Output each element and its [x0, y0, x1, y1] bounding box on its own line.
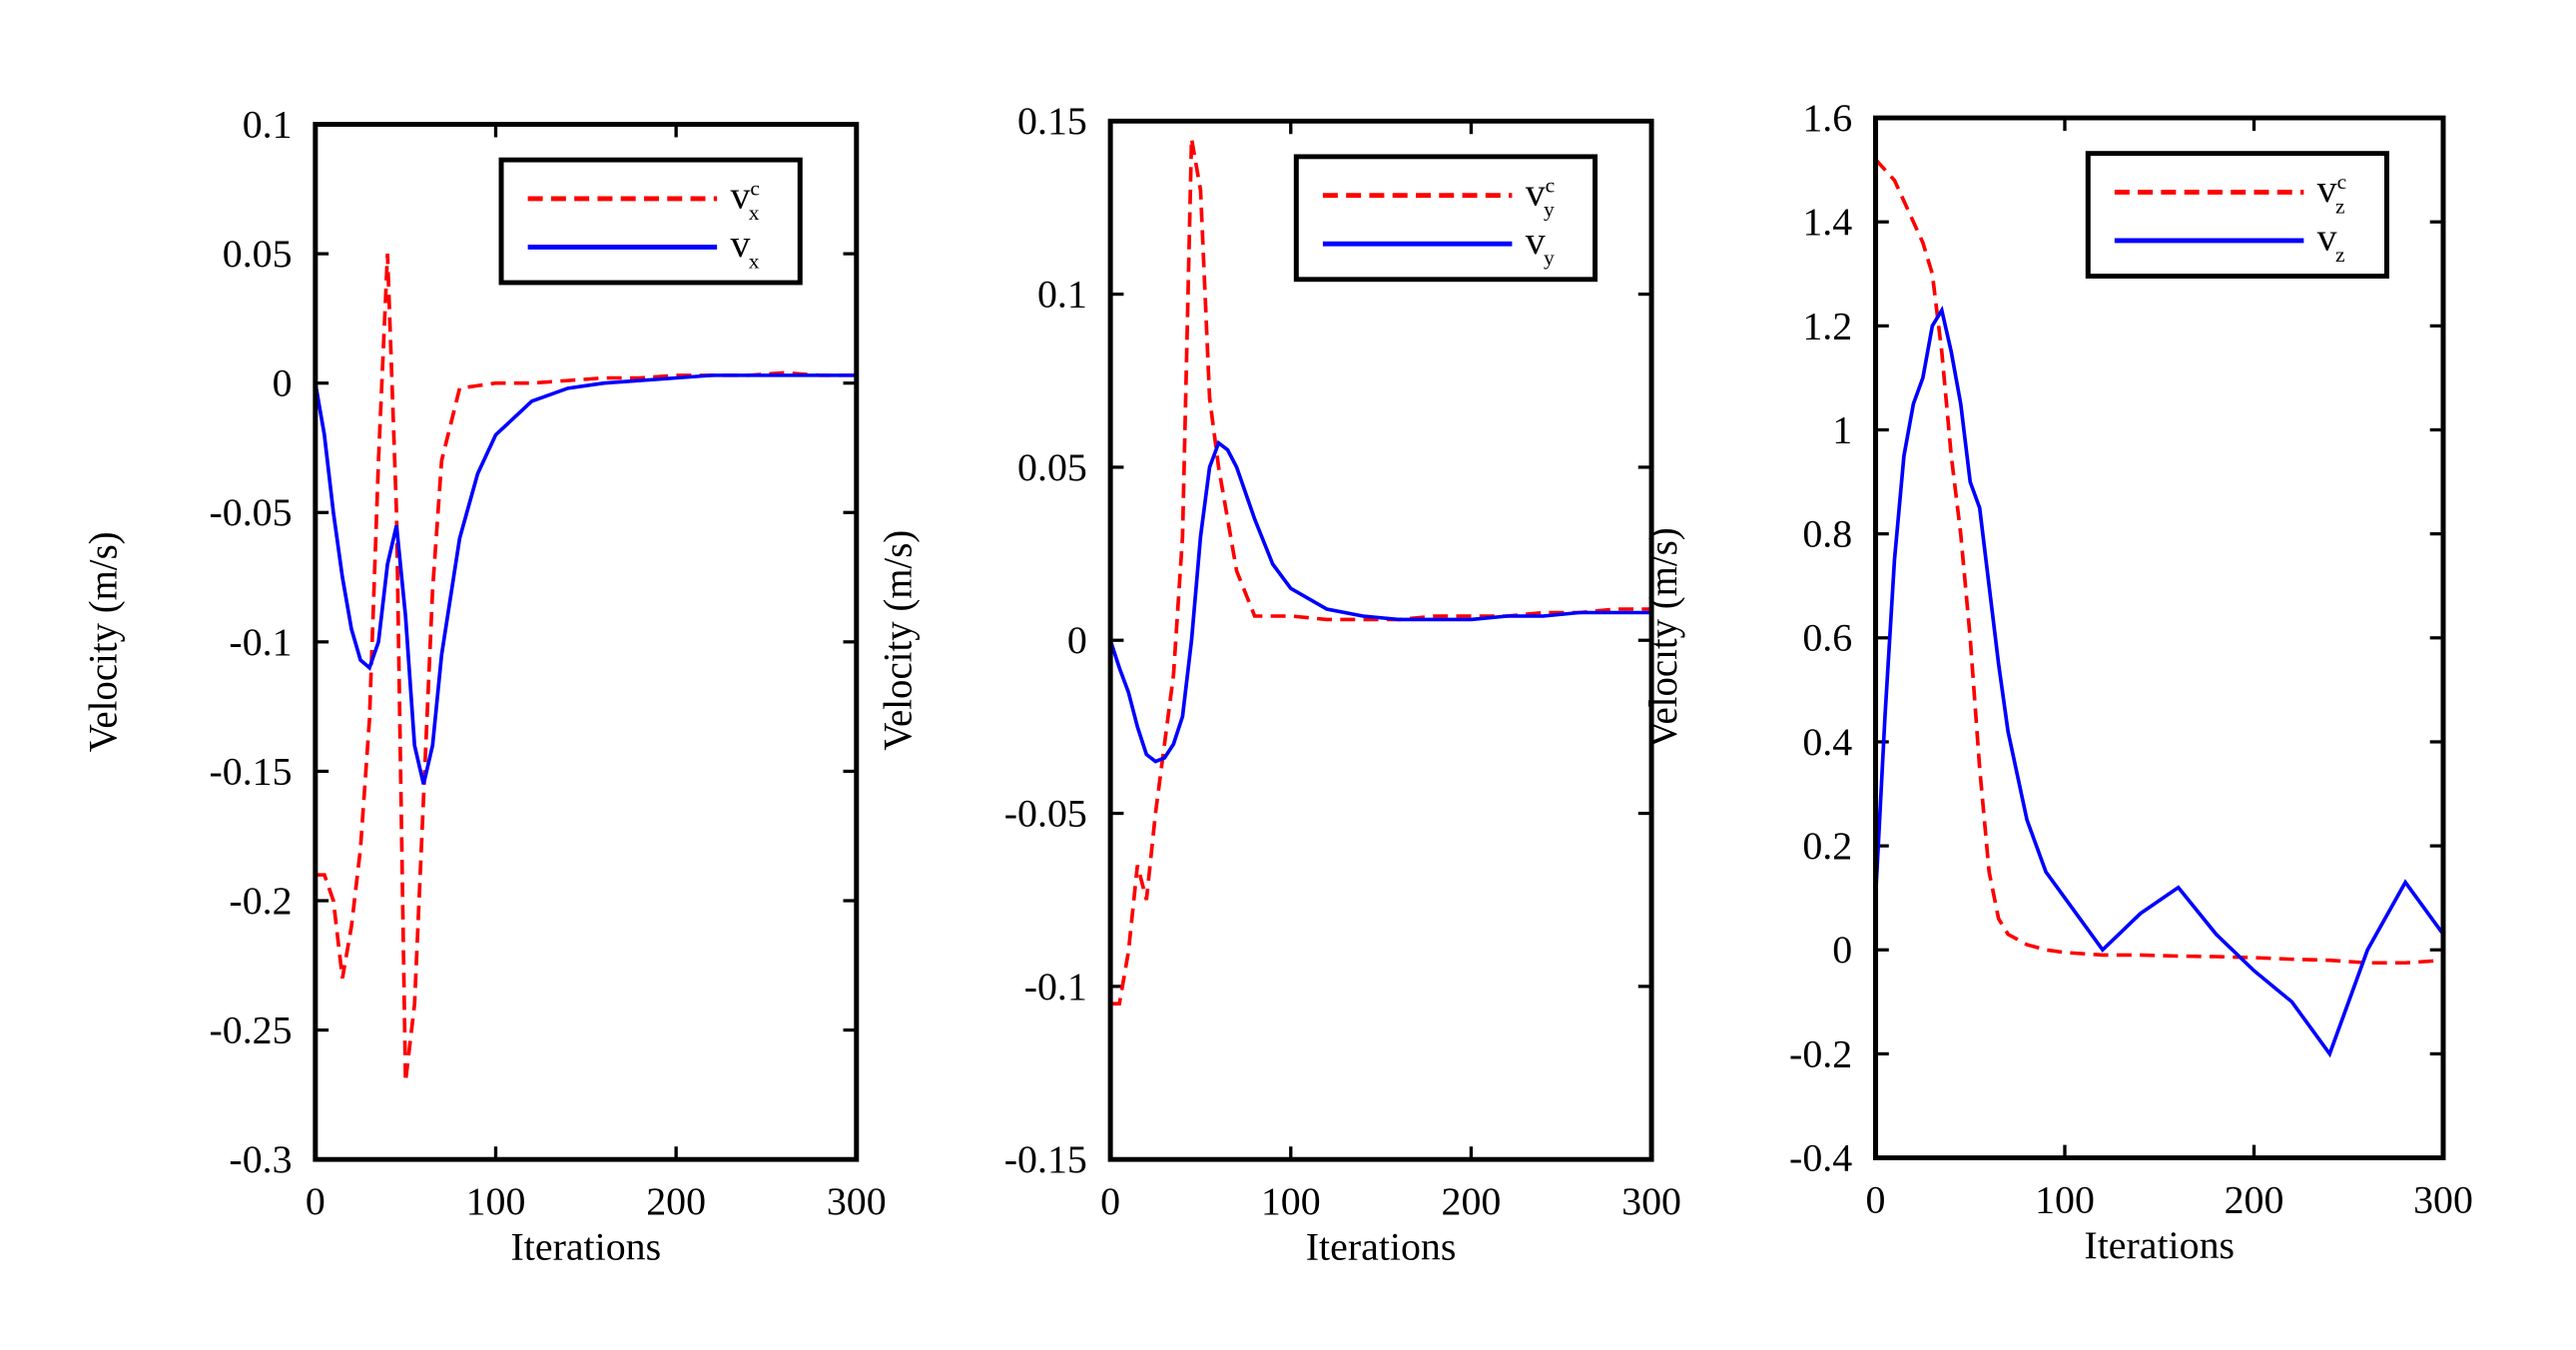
x-tick-label: 200 [646, 1180, 706, 1223]
y-tick-label: 0.4 [1802, 720, 1852, 763]
legend-superscript: c [750, 177, 760, 201]
legend-label: vc x [730, 174, 760, 225]
x-tick-label: 200 [2225, 1178, 2284, 1221]
legend-superscript: c [2337, 170, 2347, 194]
legend-subscript: x [749, 201, 760, 225]
y-tick-label: 0 [1832, 929, 1852, 972]
y-axis-label: Velocity (m/s) [876, 530, 921, 751]
y-tick-label: 1.6 [1802, 96, 1852, 139]
y-tick-label: -0.4 [1789, 1136, 1852, 1179]
x-tick-label: 300 [1621, 1180, 1681, 1223]
legend-superscript: c [1546, 174, 1556, 198]
line-series [315, 373, 857, 785]
legend-name: v [1526, 219, 1546, 262]
x-tick-label: 100 [466, 1180, 526, 1223]
y-tick-label: 0.8 [1802, 512, 1852, 555]
line-series [1110, 439, 1652, 764]
plot-frame [1107, 118, 1654, 1162]
x-tick-label: 0 [1100, 1180, 1120, 1223]
x-tick-label: 0 [306, 1180, 325, 1223]
y-tick-label: 1 [1832, 408, 1852, 451]
y-tick-label: -0.1 [1024, 965, 1087, 1008]
legend-label: vy [1526, 219, 1555, 270]
x-tick-label: 300 [2413, 1178, 2473, 1221]
y-tick-label: 0.05 [223, 233, 293, 276]
y-axis-label: Velocity (m/s) [1641, 527, 1686, 748]
y-tick-label: 1.2 [1802, 305, 1852, 347]
y-tick-label: 0.05 [1017, 445, 1087, 488]
y-axis-label: Velocity (m/s) [81, 531, 126, 752]
y-tick-label: 0.2 [1802, 825, 1852, 868]
y-tick-label: 0 [273, 361, 293, 404]
legend-subscript: x [749, 250, 760, 274]
x-axis-label: Iterations [2084, 1223, 2235, 1266]
y-tick-label: -0.25 [209, 1009, 292, 1051]
legend-subscript: z [2335, 243, 2345, 267]
legend-name: v [2317, 216, 2337, 259]
y-tick-label: -0.05 [209, 491, 292, 534]
line-series [1875, 305, 2444, 1058]
y-tick-label: -0.15 [209, 750, 292, 793]
y-tick-label: -0.05 [1004, 792, 1087, 835]
legend-name: v [1526, 171, 1546, 214]
legend-subscript: y [1544, 246, 1555, 270]
legend-box [2085, 151, 2389, 279]
x-axis-label: Iterations [1306, 1225, 1457, 1268]
y-tick-label: -0.2 [229, 879, 292, 922]
y-tick-label: 0.1 [243, 103, 293, 146]
plot-frame [1872, 115, 2446, 1160]
line-series [315, 254, 857, 1082]
legend-label: vc z [2317, 168, 2347, 219]
y-tick-label: 0 [1067, 619, 1087, 662]
x-tick-label: 100 [2035, 1178, 2095, 1221]
x-tick-label: 200 [1442, 1180, 1502, 1223]
line-series [1875, 158, 2444, 966]
x-tick-label: 300 [827, 1180, 887, 1223]
y-tick-label: 1.4 [1802, 201, 1852, 244]
y-tick-label: 0.6 [1802, 616, 1852, 659]
y-tick-label: -0.1 [229, 620, 292, 663]
x-axis-label: Iterations [511, 1225, 662, 1268]
legend-subscript: y [1544, 198, 1555, 222]
legend-box [1293, 154, 1599, 283]
y-tick-label: -0.3 [229, 1138, 292, 1181]
legend-name: v [730, 223, 750, 266]
x-tick-label: 100 [1261, 1180, 1321, 1223]
legend-box [498, 157, 803, 286]
plot-frame [313, 122, 860, 1162]
legend-subscript: z [2335, 195, 2345, 219]
y-tick-label: 0.15 [1017, 100, 1087, 143]
legend-name: v [730, 174, 750, 217]
legend-label: vc y [1526, 171, 1556, 222]
y-tick-label: 0.1 [1037, 273, 1087, 316]
legend-name: v [2317, 168, 2337, 211]
y-tick-label: -0.2 [1789, 1032, 1852, 1075]
legend-label: vz [2317, 216, 2345, 267]
x-tick-label: 0 [1866, 1178, 1886, 1221]
legend-label: vx [730, 223, 759, 274]
y-tick-label: -0.15 [1004, 1138, 1087, 1181]
